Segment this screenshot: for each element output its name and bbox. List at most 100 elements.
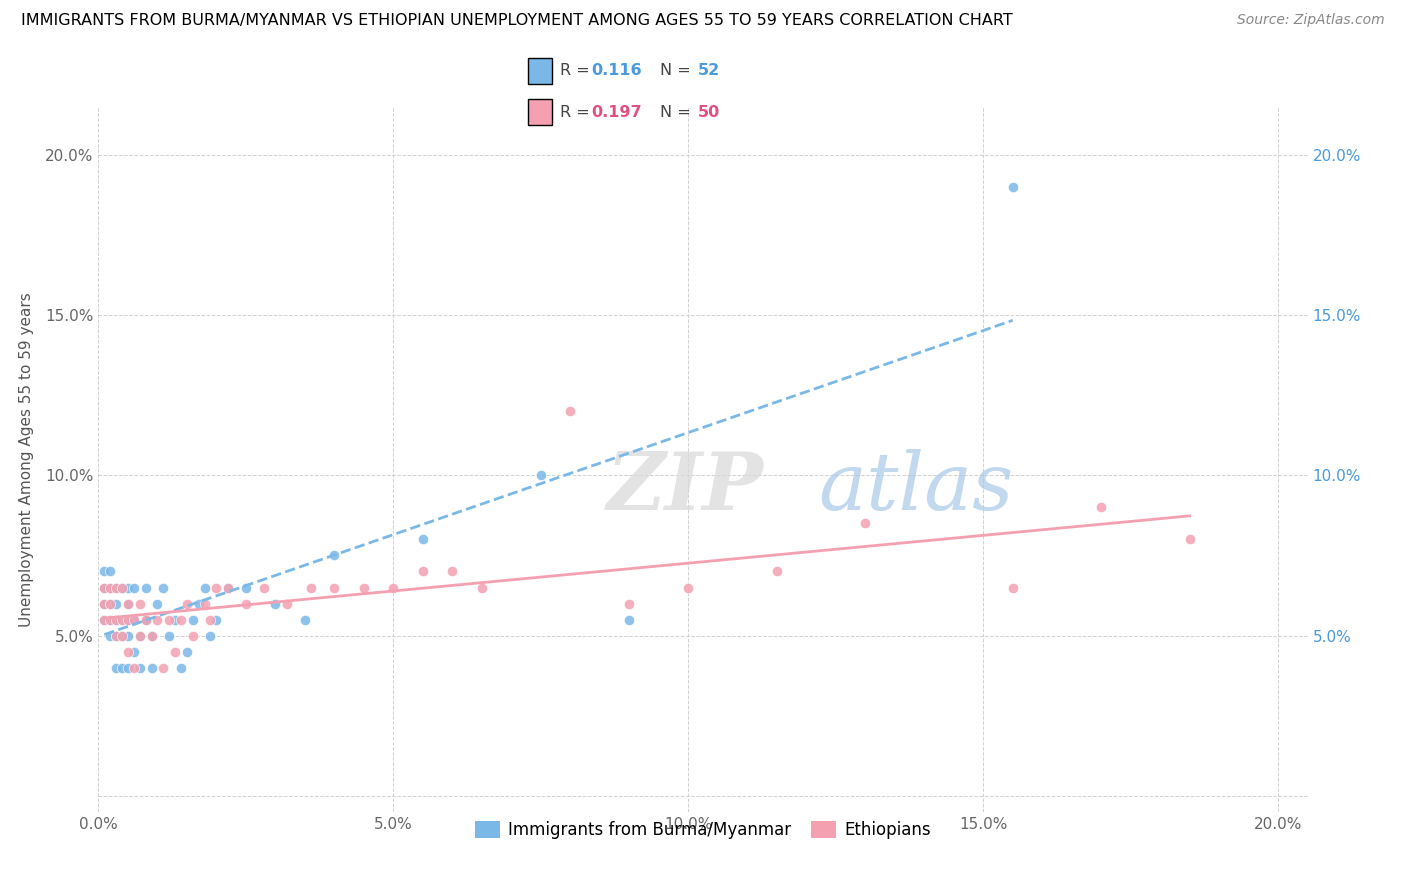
Point <box>217 581 239 595</box>
Legend: Immigrants from Burma/Myanmar, Ethiopians: Immigrants from Burma/Myanmar, Ethiopian… <box>468 814 938 846</box>
Point <box>194 597 217 611</box>
Point <box>93 613 115 627</box>
Point <box>141 628 163 642</box>
Point <box>353 581 375 595</box>
Point <box>105 628 128 642</box>
Point <box>98 597 121 611</box>
Point <box>141 628 163 642</box>
Point <box>111 628 134 642</box>
Point <box>93 597 115 611</box>
Point <box>128 628 150 642</box>
Point <box>441 565 464 579</box>
Point <box>98 581 121 595</box>
Text: ZIP: ZIP <box>606 449 763 526</box>
Point <box>105 597 128 611</box>
Point <box>128 628 150 642</box>
Point <box>105 660 128 674</box>
Point <box>165 613 187 627</box>
Point <box>141 660 163 674</box>
Point <box>93 581 115 595</box>
FancyBboxPatch shape <box>527 58 553 84</box>
Point <box>122 581 145 595</box>
Text: Source: ZipAtlas.com: Source: ZipAtlas.com <box>1237 13 1385 28</box>
Point <box>98 581 121 595</box>
Point <box>412 565 434 579</box>
Point <box>128 597 150 611</box>
Point <box>146 613 169 627</box>
Text: 50: 50 <box>697 104 720 120</box>
Point <box>105 613 128 627</box>
Point <box>165 644 187 658</box>
Point <box>382 581 405 595</box>
Point <box>117 628 139 642</box>
Point <box>105 581 128 595</box>
Point <box>135 581 157 595</box>
Point <box>117 597 139 611</box>
Text: 52: 52 <box>697 63 720 78</box>
Point <box>152 660 174 674</box>
Point <box>111 628 134 642</box>
Point <box>93 581 115 595</box>
Point <box>276 597 298 611</box>
Point <box>200 613 222 627</box>
Point <box>93 597 115 611</box>
Point <box>98 613 121 627</box>
Point <box>1001 180 1024 194</box>
Point <box>98 597 121 611</box>
Point <box>235 581 257 595</box>
Point <box>187 597 209 611</box>
Point <box>619 613 641 627</box>
Point <box>323 549 346 563</box>
FancyBboxPatch shape <box>527 99 553 125</box>
Point <box>1178 533 1201 547</box>
Point <box>122 644 145 658</box>
Point <box>181 628 204 642</box>
Point <box>471 581 494 595</box>
Point <box>105 628 128 642</box>
Point <box>117 644 139 658</box>
Point <box>117 660 139 674</box>
Point <box>1001 581 1024 595</box>
Point <box>294 613 316 627</box>
Point <box>170 613 193 627</box>
Point <box>765 565 787 579</box>
Y-axis label: Unemployment Among Ages 55 to 59 years: Unemployment Among Ages 55 to 59 years <box>20 292 34 627</box>
Point <box>200 628 222 642</box>
Point <box>128 660 150 674</box>
Text: atlas: atlas <box>818 449 1014 526</box>
Point <box>152 581 174 595</box>
Point <box>122 613 145 627</box>
Point <box>217 581 239 595</box>
Point <box>530 468 553 483</box>
Point <box>122 613 145 627</box>
Point <box>98 565 121 579</box>
Text: N =: N = <box>661 104 696 120</box>
Point <box>135 613 157 627</box>
Text: IMMIGRANTS FROM BURMA/MYANMAR VS ETHIOPIAN UNEMPLOYMENT AMONG AGES 55 TO 59 YEAR: IMMIGRANTS FROM BURMA/MYANMAR VS ETHIOPI… <box>21 13 1012 29</box>
Point <box>98 628 121 642</box>
Text: 0.116: 0.116 <box>592 63 643 78</box>
Point <box>176 644 198 658</box>
Point <box>205 581 228 595</box>
Point <box>111 613 134 627</box>
Point <box>111 613 134 627</box>
Point <box>111 581 134 595</box>
Point <box>252 581 274 595</box>
Text: N =: N = <box>661 63 696 78</box>
Point <box>117 613 139 627</box>
Point <box>111 581 134 595</box>
Point <box>157 628 180 642</box>
Point <box>176 597 198 611</box>
Point <box>98 613 121 627</box>
Point <box>181 613 204 627</box>
Point <box>235 597 257 611</box>
Point <box>560 404 582 418</box>
Point <box>117 597 139 611</box>
Point <box>170 660 193 674</box>
Point <box>117 581 139 595</box>
Text: R =: R = <box>560 104 595 120</box>
Point <box>1090 500 1112 515</box>
Point <box>678 581 700 595</box>
Point <box>105 613 128 627</box>
Text: R =: R = <box>560 63 595 78</box>
